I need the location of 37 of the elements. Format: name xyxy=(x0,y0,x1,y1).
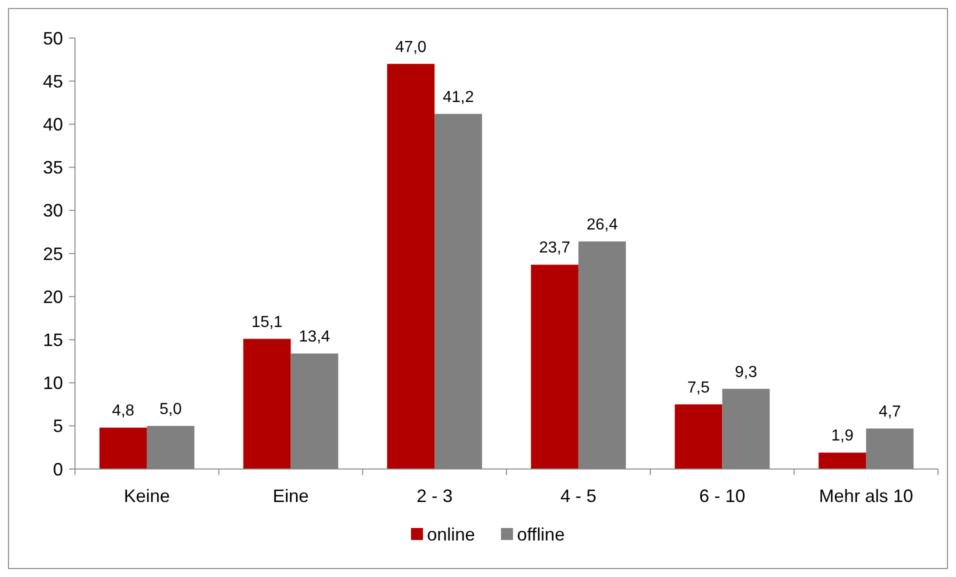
bar xyxy=(99,428,147,469)
bar xyxy=(818,452,866,469)
x-tick-label: 2 - 3 xyxy=(416,486,453,506)
data-label: 26,4 xyxy=(586,216,618,234)
data-label: 1,9 xyxy=(831,428,854,445)
y-tick-label: 25 xyxy=(42,244,63,264)
y-tick-label: 50 xyxy=(42,28,63,48)
data-label: 41,2 xyxy=(442,88,474,106)
data-label: 15,1 xyxy=(251,314,283,331)
data-label: 47,0 xyxy=(395,38,427,56)
bar xyxy=(674,404,722,469)
bar xyxy=(387,64,435,469)
y-tick-label: 40 xyxy=(42,114,63,134)
y-tick-label: 35 xyxy=(42,158,63,178)
y-tick-label: 20 xyxy=(42,286,63,307)
x-tick-label: Keine xyxy=(124,486,170,506)
x-tick-label: Mehr als 10 xyxy=(819,486,914,506)
data-label: 13,4 xyxy=(298,328,330,346)
data-label: 4,8 xyxy=(112,402,134,420)
y-tick-label: 0 xyxy=(52,459,63,480)
data-label: 4,7 xyxy=(878,403,902,420)
y-tick-label: 45 xyxy=(42,71,63,92)
data-label: 7,5 xyxy=(687,379,710,396)
y-tick-label: 5 xyxy=(52,416,63,436)
y-tick-label: 15 xyxy=(42,330,63,350)
legend-label: offline xyxy=(517,524,565,544)
data-label: 5,0 xyxy=(160,400,182,418)
data-label: 23,7 xyxy=(539,240,570,257)
x-tick-label: 6 - 10 xyxy=(699,486,746,506)
data-label: 9,3 xyxy=(734,364,758,381)
x-tick-label: Eine xyxy=(272,486,309,506)
y-tick-label: 10 xyxy=(42,373,63,394)
x-tick-label: 4 - 5 xyxy=(560,486,596,506)
y-tick-label: 30 xyxy=(42,200,63,221)
legend-label: online xyxy=(427,524,476,544)
bar xyxy=(530,264,578,469)
bar xyxy=(243,338,291,469)
